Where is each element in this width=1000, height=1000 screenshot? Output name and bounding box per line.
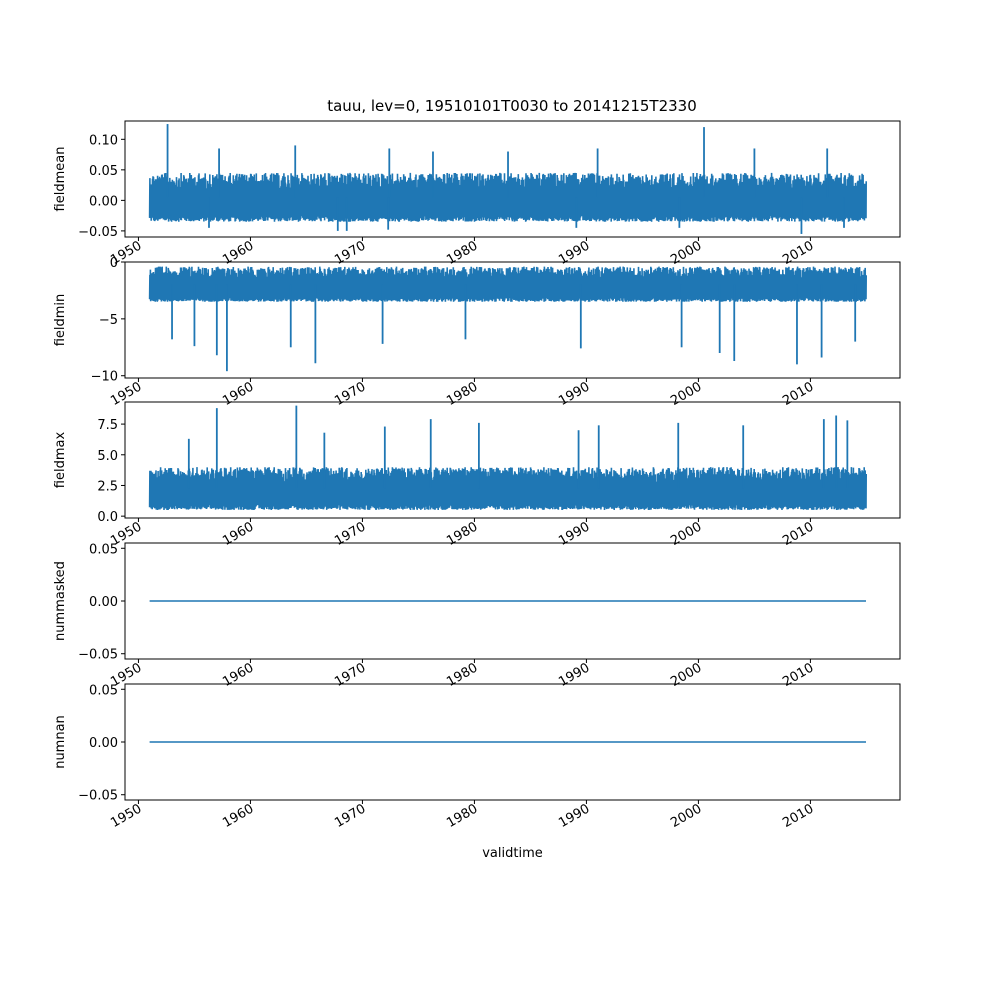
ytick-label-fieldmean-1: 0.00 <box>89 194 118 209</box>
ytick-label-fieldmax-3: 7.5 <box>97 418 118 433</box>
series-line-fieldmean <box>148 172 867 222</box>
ytick-label-nummasked-2: 0.05 <box>89 542 118 557</box>
ytick-label-numnan-2: 0.05 <box>89 683 118 698</box>
ylabel-fieldmax: fieldmax <box>53 432 68 489</box>
figure-title: tauu, lev=0, 19510101T0030 to 20141215T2… <box>327 97 697 115</box>
ylabel-nummasked: nummasked <box>53 561 68 641</box>
axes-frame-fieldmax <box>124 401 901 519</box>
ytick-label-fieldmin-0: −10 <box>91 370 118 385</box>
axes-frame-fieldmin <box>124 261 901 379</box>
ytick-label-nummasked-0: −0.05 <box>78 648 118 663</box>
axes-frame-fieldmean <box>124 120 901 238</box>
ylabel-fieldmean: fieldmean <box>53 147 68 212</box>
ytick-label-fieldmean-3: 0.10 <box>89 133 118 148</box>
series-line-fieldmax <box>148 467 867 511</box>
ytick-label-fieldmean-2: 0.05 <box>89 164 118 179</box>
ylabel-fieldmin: fieldmin <box>53 294 68 347</box>
ytick-label-fieldmean-0: −0.05 <box>78 225 118 240</box>
ytick-label-numnan-1: 0.00 <box>89 736 118 751</box>
xlabel: validtime <box>482 846 543 861</box>
ytick-label-fieldmax-1: 2.5 <box>97 479 118 494</box>
series-line-fieldmin <box>148 266 867 302</box>
ytick-label-fieldmin-1: −5 <box>99 313 118 328</box>
ytick-label-nummasked-1: 0.00 <box>89 595 118 610</box>
ylabel-numnan: numnan <box>53 715 68 769</box>
ytick-label-fieldmax-0: 0.0 <box>97 510 118 525</box>
ytick-label-fieldmax-2: 5.0 <box>97 449 118 464</box>
ytick-label-fieldmin-2: 0 <box>110 256 118 271</box>
ytick-label-numnan-0: −0.05 <box>78 789 118 804</box>
